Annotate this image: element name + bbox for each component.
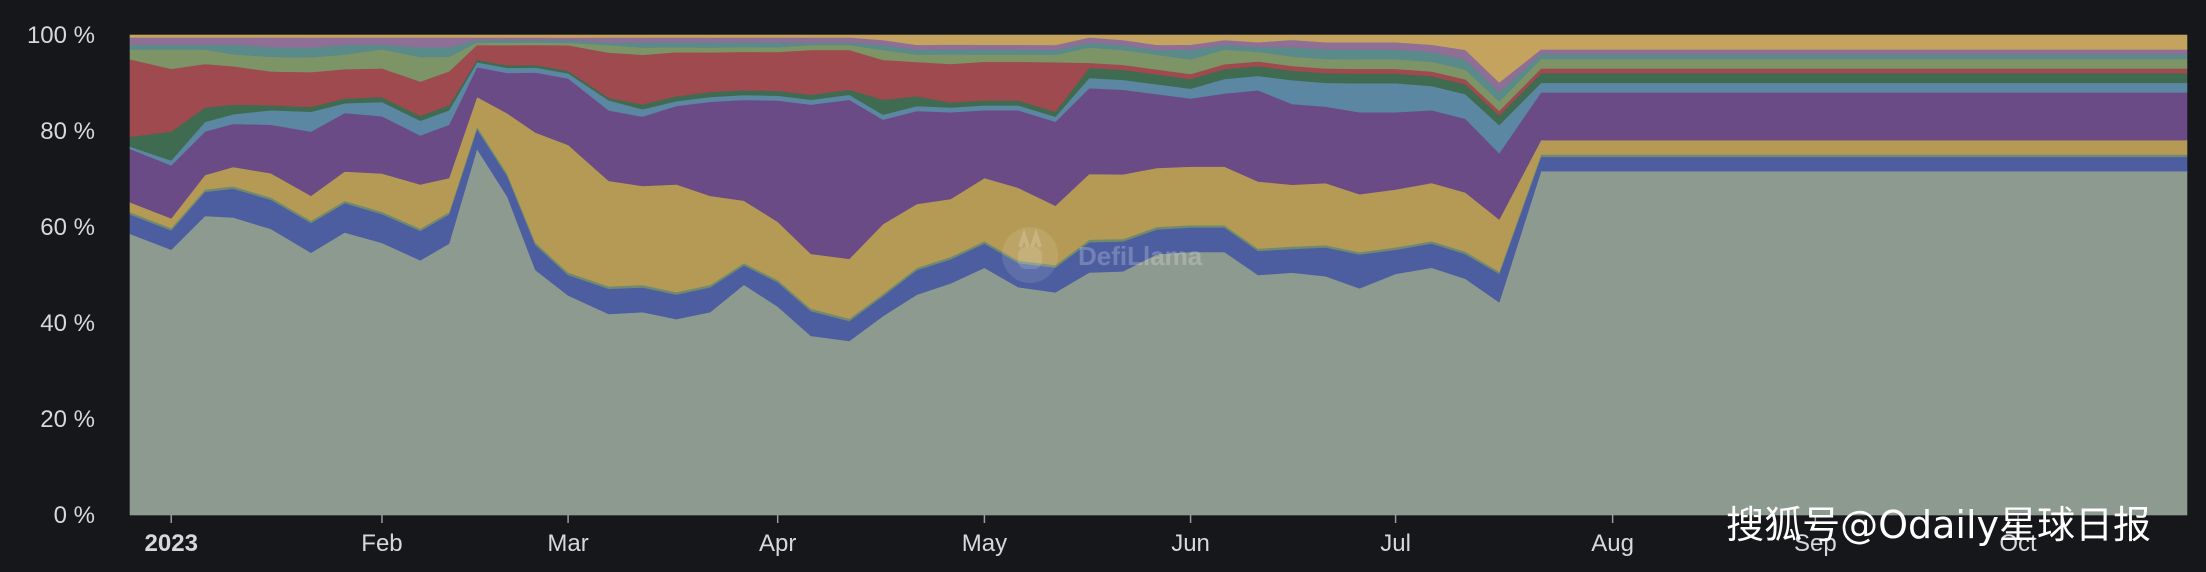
x-tick-label: Jun	[1171, 530, 1210, 557]
y-tick-label: 20 %	[40, 406, 95, 433]
x-tick-label: Sep	[1794, 530, 1837, 557]
x-tick-label: Oct	[1999, 530, 2037, 557]
watermark: DefiLlama	[1002, 227, 1203, 283]
watermark-text: DefiLlama	[1078, 241, 1203, 271]
x-tick-label: May	[962, 530, 1007, 557]
y-tick-label: 80 %	[40, 118, 95, 145]
x-tick-label: Aug	[1591, 530, 1634, 557]
x-tick-label: Jul	[1380, 530, 1411, 557]
x-axis-ticks: 2023 Feb Mar Apr May Jun Jul Aug Sep Oct	[145, 515, 2037, 557]
y-tick-label: 0 %	[54, 502, 95, 529]
series-areas	[129, 34, 2188, 516]
y-tick-label: 40 %	[40, 310, 95, 337]
x-tick-label: 2023	[145, 530, 198, 557]
credit-watermark: 搜狐号@Odaily星球日报	[1726, 503, 2151, 547]
y-tick-label: 100 %	[27, 22, 95, 49]
area-series-gold-top	[129, 34, 2188, 83]
y-tick-label: 60 %	[40, 214, 95, 241]
x-tick-label: Mar	[547, 530, 588, 557]
x-tick-label: Feb	[361, 530, 402, 557]
y-axis-ticks: 0 % 20 % 40 % 60 % 80 % 100 %	[27, 22, 95, 529]
x-tick-label: Apr	[759, 530, 796, 557]
llama-logo-icon	[1002, 227, 1058, 283]
